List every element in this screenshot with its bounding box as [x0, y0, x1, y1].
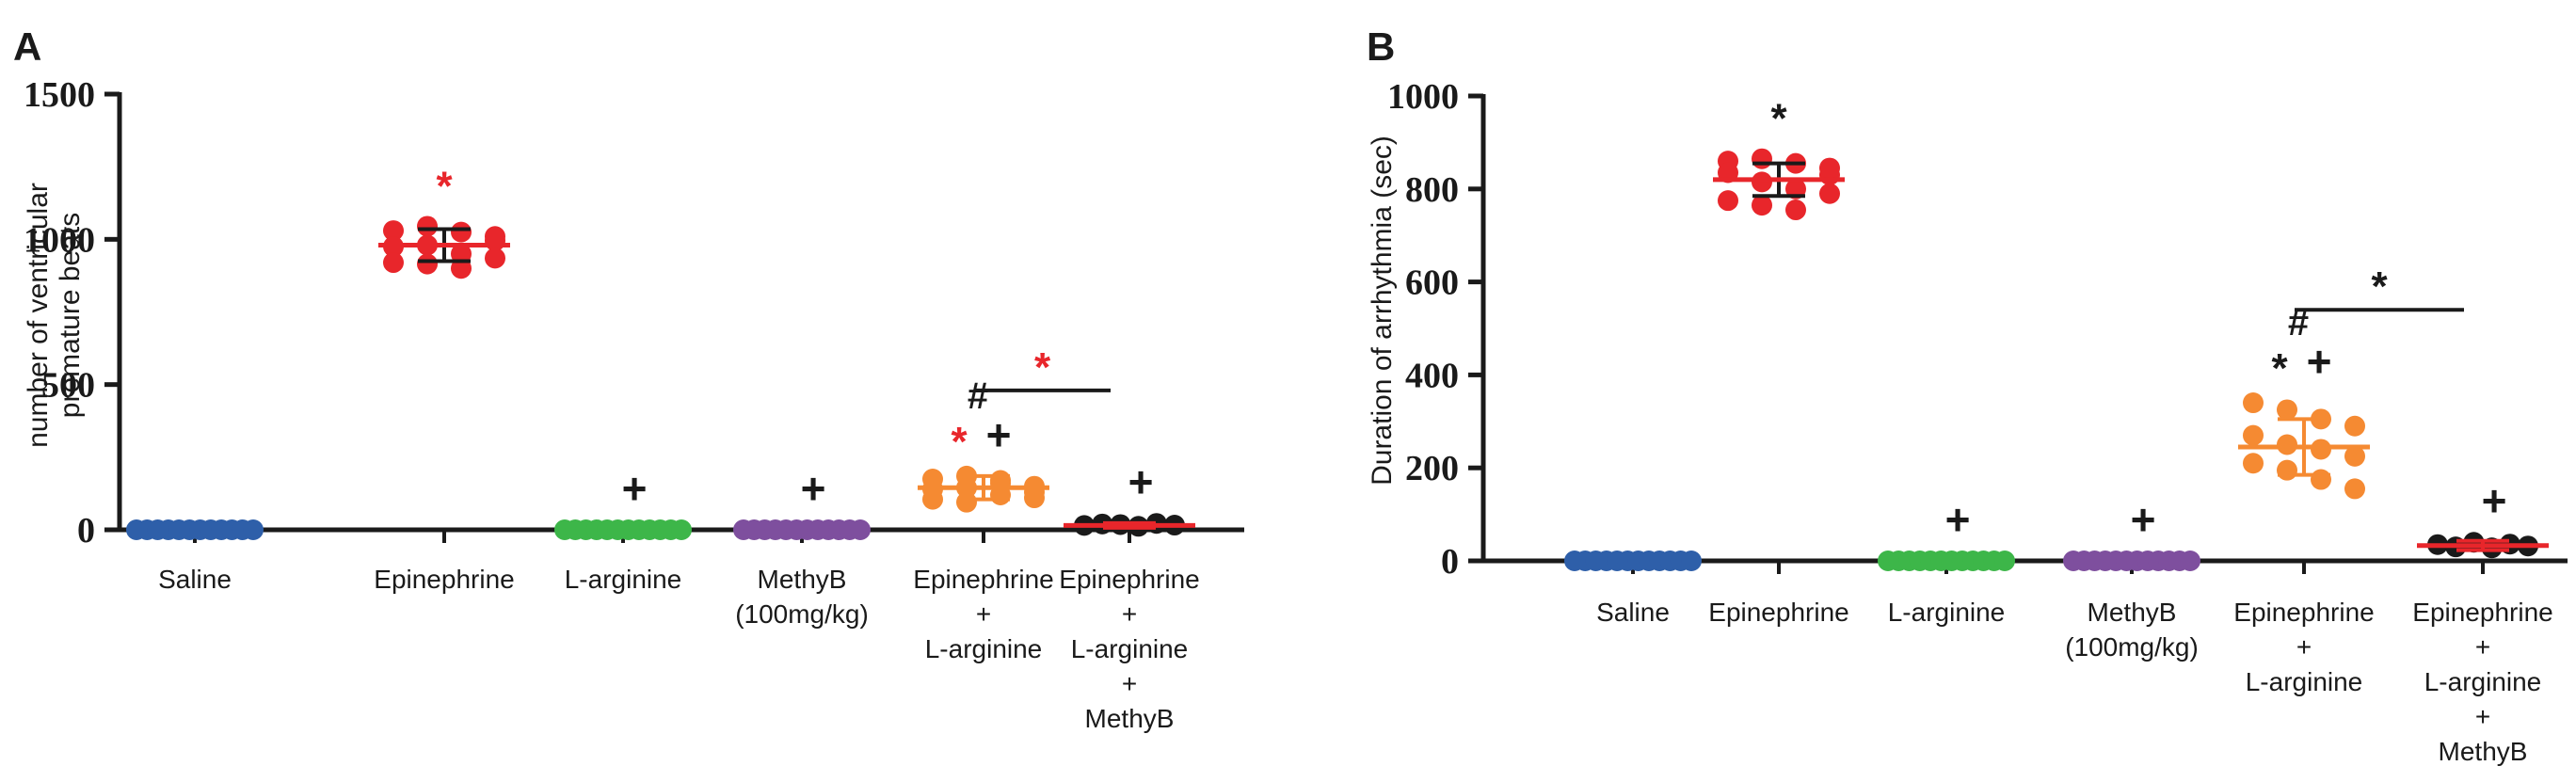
x-category-label: L-arginine	[925, 634, 1043, 663]
data-point	[417, 253, 438, 275]
x-category-label: Epinephrine	[2412, 598, 2552, 627]
data-point	[485, 226, 505, 247]
significance-mark: +	[986, 410, 1012, 459]
x-category-label: Epinephrine	[1059, 565, 1199, 594]
y-tick-label: 600	[1405, 263, 1459, 303]
panel-b: B 0 200 400 600 800 1000 Duration of arrhythmi…	[1367, 24, 2568, 766]
x-category-label: Epinephrine	[1708, 598, 1848, 627]
significance-mark: #	[2288, 302, 2309, 343]
significance-mark: +	[622, 464, 648, 513]
panel-a: A 0 500 1000 1500 number of ventricular prema…	[13, 24, 1244, 733]
x-category-label: Epinephrine	[913, 565, 1053, 594]
x-category-label: +	[1122, 599, 1137, 629]
x-category-label: MethyB	[2088, 598, 2177, 627]
x-category-label: +	[2475, 702, 2490, 731]
significance-mark: *	[1770, 96, 1787, 142]
bracket-label: *	[1034, 344, 1051, 391]
y-tick-label: 1000	[1387, 77, 1459, 117]
y-tick-label: 0	[1441, 542, 1459, 582]
y-tick-label: 0	[77, 511, 95, 551]
x-category-label: (100mg/kg)	[2065, 632, 2199, 662]
y-axis-title: premature beats	[55, 213, 86, 418]
y-axis-title: Duration of arrhythmia (sec)	[1367, 136, 1398, 486]
data-point	[956, 491, 977, 513]
y-tick-label: 500	[41, 366, 95, 406]
data-point	[1785, 199, 1806, 221]
x-category-label: +	[2475, 632, 2490, 662]
y-axis-title: number of ventricular	[23, 183, 54, 448]
data-point	[2277, 399, 2297, 421]
data-point	[2311, 469, 2331, 490]
y-tick-label: 1500	[24, 75, 95, 115]
data-point	[451, 258, 472, 279]
y-tick-label: 200	[1405, 449, 1459, 488]
data-point	[383, 220, 404, 242]
data-point	[383, 252, 404, 274]
significance-mark: +	[1128, 457, 1154, 506]
significance-mark: +	[2482, 476, 2507, 525]
x-category-label: Epinephrine	[374, 565, 514, 594]
data-point	[922, 488, 943, 510]
panel-b-letter: B	[1367, 24, 1395, 69]
significance-mark: *	[2271, 345, 2288, 391]
x-category-label: MethyB	[2439, 737, 2528, 766]
data-point	[243, 519, 264, 540]
x-category-label: Saline	[158, 565, 232, 594]
x-category-label: L-arginine	[565, 565, 682, 594]
significance-mark: *	[436, 163, 453, 209]
x-category-label: L-arginine	[2246, 667, 2363, 696]
data-point	[2180, 551, 2200, 571]
data-point	[2344, 415, 2365, 437]
data-point	[485, 247, 505, 269]
y-tick-label: 800	[1405, 170, 1459, 210]
data-point	[2243, 453, 2264, 474]
x-category-label: +	[976, 599, 991, 629]
data-point	[1024, 481, 1045, 503]
x-category-label: L-arginine	[1071, 634, 1189, 663]
x-category-label: +	[2296, 632, 2312, 662]
data-point	[2344, 478, 2365, 500]
data-point	[2277, 459, 2297, 481]
data-point	[451, 243, 472, 264]
data-point	[1819, 183, 1840, 204]
x-category-label: MethyB	[758, 565, 847, 594]
data-point	[1752, 195, 1772, 216]
significance-mark: +	[1945, 495, 1971, 544]
data-point	[1752, 148, 1772, 169]
x-category-label: Epinephrine	[2233, 598, 2374, 627]
x-category-label: MethyB	[1085, 704, 1175, 733]
data-point	[1994, 551, 2015, 571]
x-category-label: Saline	[1596, 598, 1670, 627]
data-point	[1718, 190, 1738, 212]
significance-mark: #	[968, 375, 988, 417]
data-point	[671, 519, 692, 540]
y-tick-label: 400	[1405, 356, 1459, 395]
significance-mark: +	[2131, 495, 2156, 544]
bracket-label: *	[2371, 263, 2388, 310]
data-point	[417, 215, 438, 237]
panel-a-letter: A	[13, 24, 41, 69]
x-category-label: L-arginine	[2424, 667, 2542, 696]
data-point	[1819, 157, 1840, 179]
data-point	[2344, 445, 2365, 467]
data-point	[1681, 551, 1702, 571]
significance-mark: *	[951, 419, 968, 465]
x-category-label: +	[1122, 669, 1137, 698]
x-category-label: (100mg/kg)	[735, 599, 869, 629]
data-point	[850, 519, 871, 540]
data-point	[2243, 424, 2264, 446]
data-point	[451, 221, 472, 243]
x-category-label: L-arginine	[1888, 598, 2006, 627]
y-tick-label: 1000	[24, 220, 95, 260]
significance-mark: +	[801, 464, 826, 513]
data-point	[2243, 392, 2264, 414]
significance-mark: +	[2307, 337, 2332, 386]
